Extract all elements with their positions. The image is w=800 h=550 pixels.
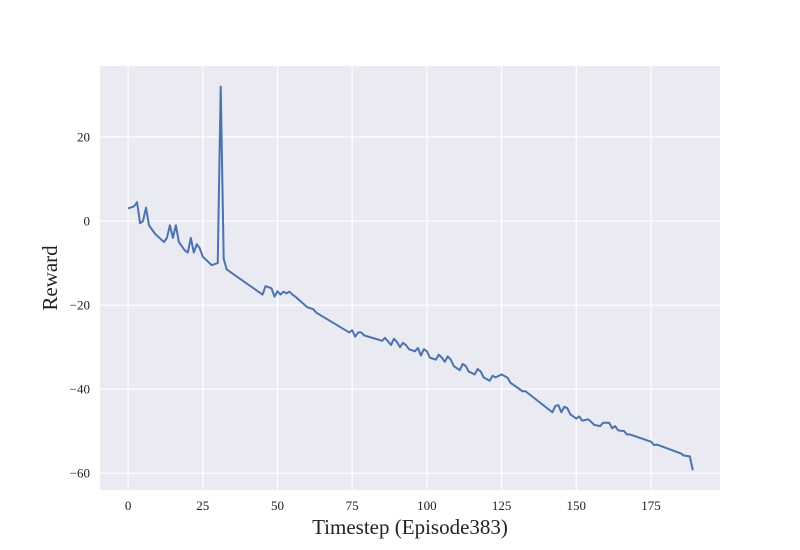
plot-area <box>100 66 720 490</box>
grid <box>100 66 720 490</box>
y-tick-label: 20 <box>77 130 90 145</box>
x-tick-label: 25 <box>196 498 209 513</box>
x-tick-label: 100 <box>417 498 437 513</box>
y-axis-label: Reward <box>38 245 62 311</box>
line-series <box>127 85 694 471</box>
y-tick-label: −60 <box>70 466 90 481</box>
y-tick-label: −40 <box>70 382 90 397</box>
x-tick-label: 125 <box>492 498 512 513</box>
marks <box>127 85 694 471</box>
x-tick-label: 0 <box>125 498 132 513</box>
x-tick-label: 75 <box>346 498 359 513</box>
x-tick-label: 150 <box>567 498 587 513</box>
x-axis-label: Timestep (Episode383) <box>312 515 508 539</box>
x-tick-label: 50 <box>271 498 284 513</box>
y-tick-label: 0 <box>84 214 91 229</box>
y-tick-label: −20 <box>70 298 90 313</box>
x-tick-label: 175 <box>641 498 661 513</box>
